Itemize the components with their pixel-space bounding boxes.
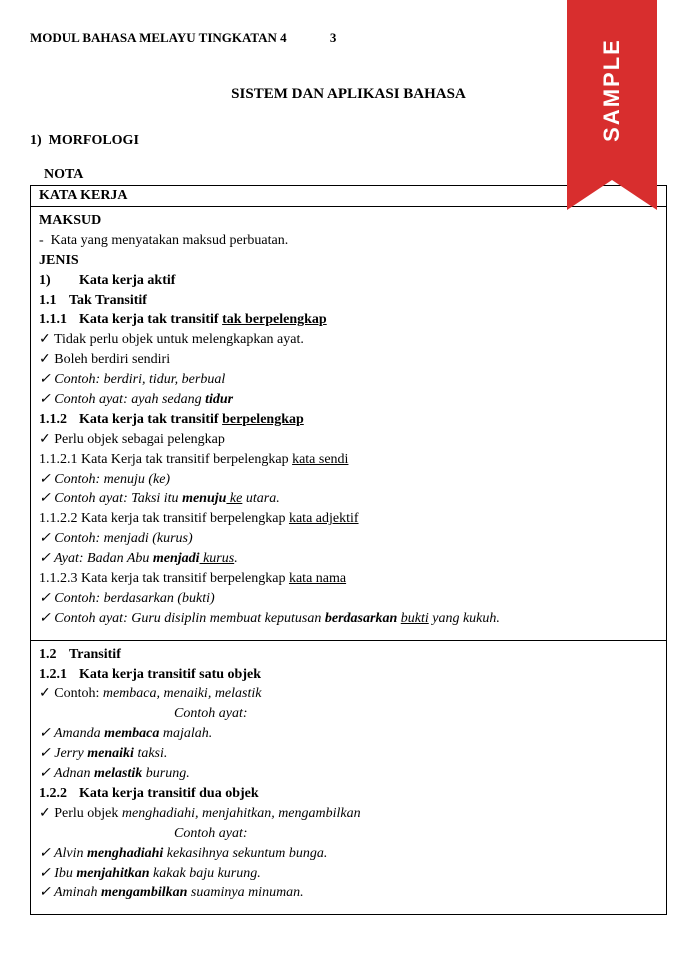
s121-ca-label: Contoh ayat: [174, 705, 658, 724]
s111-c2: Boleh berdiri sendiri [39, 351, 658, 370]
s1121-c2: Contoh ayat: Taksi itu menuju ke utara. [39, 490, 658, 509]
kk-aktif-label: Kata kerja aktif [79, 272, 175, 291]
s1123: 1.1.2.3 Kata kerja tak transitif berpele… [39, 570, 658, 589]
s12: 1.2 Transitif [39, 646, 658, 665]
s122-title: Kata kerja transitif dua objek [79, 785, 259, 804]
section-number: 1) [30, 133, 42, 148]
module-title: MODUL BAHASA MELAYU TINGKATAN 4 [30, 30, 287, 45]
num-1: 1) [39, 272, 79, 291]
s122-c1: Perlu objek menghadiahi, menjahitkan, me… [39, 805, 658, 824]
maksud-text: Kata yang menyatakan maksud perbuatan. [39, 232, 658, 251]
s121-title: Kata kerja transitif satu objek [79, 666, 261, 685]
s112-title: Kata kerja tak transitif berpelengkap [79, 411, 304, 430]
s121-a1: Amanda membaca majalah. [39, 725, 658, 744]
s111-c4: Contoh ayat: ayah sedang tidur [39, 391, 658, 410]
s112-c1: Perlu objek sebagai pelengkap [39, 431, 658, 450]
s1123-c2: Contoh ayat: Guru disiplin membuat keput… [39, 610, 658, 629]
s122: 1.2.2 Kata kerja transitif dua objek [39, 785, 658, 804]
sample-text: SAMPLE [599, 38, 625, 142]
maksud-label: MAKSUD [39, 212, 658, 231]
s122-a1: Alvin menghadiahi kekasihnya sekuntum bu… [39, 845, 658, 864]
content-box: KATA KERJA MAKSUD Kata yang menyatakan m… [30, 185, 667, 915]
s111-c3: Contoh: berdiri, tidur, berbual [39, 371, 658, 390]
page-number: 3 [330, 30, 337, 46]
s111-title: Kata kerja tak transitif tak berpelengka… [79, 311, 327, 330]
s122-a2: Ibu menjahitkan kakak baju kurung. [39, 865, 658, 884]
s121: 1.2.1 Kata kerja transitif satu objek [39, 666, 658, 685]
s1122-c2: Ayat: Badan Abu menjadi kurus. [39, 550, 658, 569]
s111-num: 1.1.1 [39, 311, 79, 330]
page: SAMPLE MODUL BAHASA MELAYU TINGKATAN 4 3… [0, 0, 697, 945]
section-title: MORFOLOGI [49, 133, 139, 148]
s121-a2: Jerry menaiki taksi. [39, 745, 658, 764]
s12-num: 1.2 [39, 646, 69, 665]
s11-title: Tak Transitif [69, 292, 147, 311]
row-maksud-jenis: MAKSUD Kata yang menyatakan maksud perbu… [31, 207, 666, 641]
jenis-label: JENIS [39, 252, 658, 271]
s122-num: 1.2.2 [39, 785, 79, 804]
s111: 1.1.1 Kata kerja tak transitif tak berpe… [39, 311, 658, 330]
s112-num: 1.1.2 [39, 411, 79, 430]
s11-num: 1.1 [39, 292, 69, 311]
sample-ribbon: SAMPLE [567, 0, 657, 180]
s1121: 1.1.2.1 Kata Kerja tak transitif berpele… [39, 451, 658, 470]
s112: 1.1.2 Kata kerja tak transitif berpeleng… [39, 411, 658, 430]
s121-c1: Contoh: membaca, menaiki, melastik [39, 685, 658, 704]
s1122-c1: Contoh: menjadi (kurus) [39, 530, 658, 549]
s1123-c1: Contoh: berdasarkan (bukti) [39, 590, 658, 609]
row-transitif: 1.2 Transitif 1.2.1 Kata kerja transitif… [31, 641, 666, 915]
s121-num: 1.2.1 [39, 666, 79, 685]
s11: 1.1 Tak Transitif [39, 292, 658, 311]
s1122: 1.1.2.2 Kata kerja tak transitif berpele… [39, 510, 658, 529]
s1121-c1: Contoh: menuju (ke) [39, 471, 658, 490]
s12-title: Transitif [69, 646, 121, 665]
s122-a3: Aminah mengambilkan suaminya minuman. [39, 884, 658, 903]
s111-c1: Tidak perlu objek untuk melengkapkan aya… [39, 331, 658, 350]
s122-ca-label: Contoh ayat: [174, 825, 658, 844]
s121-a3: Adnan melastik burung. [39, 765, 658, 784]
kk-aktif: 1) Kata kerja aktif [39, 272, 658, 291]
